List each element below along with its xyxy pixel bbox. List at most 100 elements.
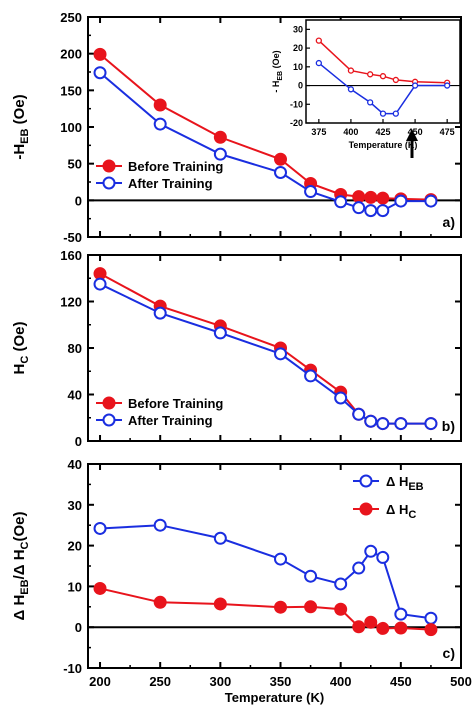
y-tick-label: 80 bbox=[68, 341, 82, 356]
y-tick-label: 20 bbox=[68, 539, 82, 554]
data-point bbox=[376, 204, 390, 218]
inset-data-point bbox=[379, 110, 387, 117]
x-tick-label: 450 bbox=[390, 674, 412, 689]
inset-y-axis-title: - HEB (Oe) bbox=[271, 50, 284, 92]
data-point bbox=[213, 531, 227, 545]
y-tick-label: -10 bbox=[63, 661, 82, 676]
inset-y-tick-label: 0 bbox=[298, 81, 303, 91]
data-point bbox=[364, 414, 378, 428]
inset-x-axis-title: Temperature (K) bbox=[349, 140, 418, 150]
data-point bbox=[213, 130, 227, 144]
series-line bbox=[99, 524, 432, 620]
inset-y-tick-label: -20 bbox=[290, 118, 303, 128]
inset: -20 -10 0 10 20 30 375 400 425 450 475 Temperature … bbox=[271, 19, 461, 158]
data-point bbox=[93, 277, 107, 291]
y-axis-title: Δ HEB/Δ HC(Oe) bbox=[11, 512, 31, 621]
x-tick-label: 350 bbox=[270, 674, 292, 689]
y-tick-label: 100 bbox=[60, 120, 82, 135]
data-point bbox=[394, 417, 408, 431]
series-2 bbox=[93, 277, 438, 431]
y-tick-label: 120 bbox=[60, 295, 82, 310]
data-point bbox=[352, 620, 366, 634]
legend-marker bbox=[359, 502, 373, 516]
y-tick-label: 40 bbox=[68, 388, 82, 403]
panel-3: -10 0 10 20 30 40 200 250 300 350 400 450 500 Tempera… bbox=[11, 457, 472, 705]
legend-entry: After Training bbox=[96, 176, 213, 191]
data-point bbox=[364, 544, 378, 558]
legend-entry: Before Training bbox=[96, 396, 223, 411]
data-point bbox=[424, 611, 438, 625]
data-point bbox=[424, 417, 438, 431]
data-point bbox=[93, 581, 107, 595]
x-tick-label: 250 bbox=[149, 674, 171, 689]
x-tick-label: 300 bbox=[210, 674, 232, 689]
y-tick-label: 150 bbox=[60, 83, 82, 98]
panel-2: 0 40 80 120 160 HC (Oe) b) Before Training After… bbox=[11, 248, 462, 449]
x-axis-title: Temperature (K) bbox=[225, 690, 324, 705]
data-point bbox=[93, 267, 107, 281]
legend-marker bbox=[102, 176, 116, 190]
data-point bbox=[424, 623, 438, 637]
inset-data-point bbox=[347, 86, 355, 93]
inset-data-point bbox=[392, 110, 399, 117]
legend-marker bbox=[102, 159, 116, 173]
inset-x-tick-label: 375 bbox=[311, 127, 326, 137]
inset-data-point bbox=[444, 82, 451, 89]
y-tick-label: 50 bbox=[68, 157, 82, 172]
data-point bbox=[364, 190, 378, 204]
inset-y-tick-label: 30 bbox=[293, 24, 303, 34]
data-point bbox=[376, 621, 390, 635]
data-point bbox=[376, 550, 390, 564]
legend-label: After Training bbox=[128, 413, 213, 428]
inset-data-point bbox=[411, 82, 419, 89]
data-point bbox=[304, 369, 318, 383]
y-tick-label: 0 bbox=[75, 193, 82, 208]
data-point bbox=[394, 194, 408, 208]
y-axis-title: -HEB (Oe) bbox=[11, 94, 31, 159]
legend-marker bbox=[102, 396, 116, 410]
legend-entry: Δ HEB bbox=[353, 474, 424, 493]
inset-data-point bbox=[367, 99, 374, 106]
legend-entry: After Training bbox=[96, 413, 213, 428]
inset-y-tick-label: -10 bbox=[290, 99, 303, 109]
data-point bbox=[394, 607, 408, 621]
data-point bbox=[274, 552, 288, 566]
data-point bbox=[213, 597, 227, 611]
y-tick-label: 0 bbox=[75, 620, 82, 635]
inset-data-point bbox=[379, 73, 387, 80]
data-point bbox=[376, 417, 390, 431]
data-point bbox=[274, 152, 288, 166]
data-point bbox=[352, 561, 366, 575]
inset-y-tick-label: 10 bbox=[293, 62, 303, 72]
data-point bbox=[153, 595, 167, 609]
data-point bbox=[304, 185, 318, 199]
legend-label: Before Training bbox=[128, 396, 223, 411]
data-point bbox=[304, 569, 318, 583]
data-point bbox=[304, 600, 318, 614]
legend-label: After Training bbox=[128, 176, 213, 191]
x-tick-label: 400 bbox=[330, 674, 352, 689]
data-point bbox=[376, 191, 390, 205]
data-point bbox=[153, 518, 167, 532]
data-point bbox=[334, 602, 348, 616]
legend-marker bbox=[102, 413, 116, 427]
inset-x-tick-label: 425 bbox=[375, 127, 390, 137]
plot-frame bbox=[87, 463, 462, 669]
data-point bbox=[153, 117, 167, 131]
y-axis-title: HC (Oe) bbox=[11, 322, 31, 375]
inset-x-tick-label: 450 bbox=[408, 127, 423, 137]
y-tick-label: 200 bbox=[60, 47, 82, 62]
y-tick-label: 0 bbox=[75, 434, 82, 449]
data-point bbox=[213, 147, 227, 161]
data-point bbox=[274, 347, 288, 361]
x-tick-label: 500 bbox=[450, 674, 472, 689]
y-tick-label: -50 bbox=[63, 230, 82, 245]
legend-entry: Δ HC bbox=[353, 502, 416, 521]
data-point bbox=[274, 600, 288, 614]
data-point bbox=[153, 98, 167, 112]
inset-series-2 bbox=[315, 59, 451, 117]
inset-x-tick-label: 400 bbox=[343, 127, 358, 137]
y-tick-label: 30 bbox=[68, 498, 82, 513]
